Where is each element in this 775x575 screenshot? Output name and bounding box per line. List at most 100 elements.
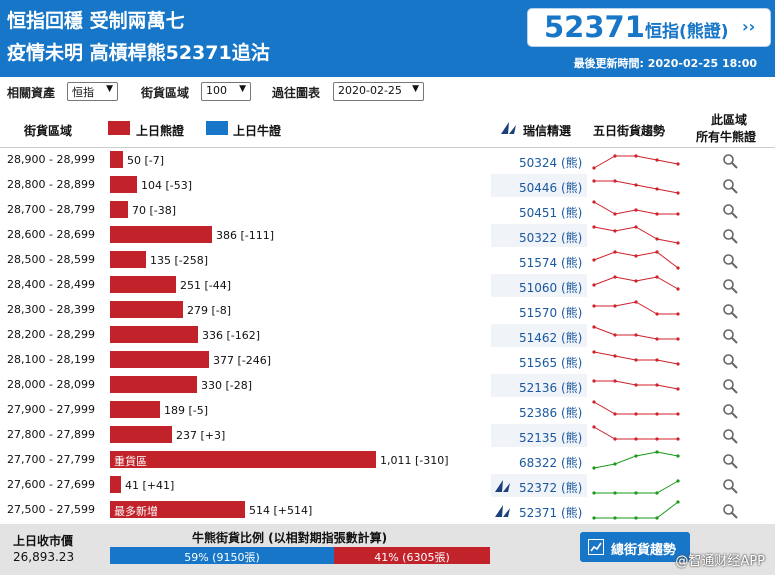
table-row: 27,500 - 27,599 最多新增 514 [+514] 52371 (熊) <box>0 498 775 523</box>
warrant-pick-link[interactable]: 50446 (熊) <box>491 174 587 197</box>
trend-line <box>594 180 679 194</box>
range-label: 28,400 - 28,499 <box>7 278 95 291</box>
trend-point <box>592 166 596 170</box>
trend-point <box>613 412 617 416</box>
bar-value-label: 377 [-246] <box>213 354 272 367</box>
five-day-trend-sparkline <box>592 250 680 270</box>
magnifier-icon[interactable] <box>722 278 738 294</box>
trend-point <box>676 191 680 195</box>
magnifier-icon[interactable] <box>722 503 738 519</box>
past-date-select[interactable]: 2020-02-25 ▼ <box>333 82 424 101</box>
col-all-2: 所有牛熊證 <box>696 130 757 144</box>
trend-point <box>676 437 680 441</box>
magnifier-icon[interactable] <box>722 303 738 319</box>
trend-point <box>634 300 638 304</box>
trend-point <box>655 412 659 416</box>
trend-point <box>592 350 596 354</box>
warrant-code: 52136 (熊) <box>519 381 583 395</box>
five-day-trend-sparkline <box>592 179 680 195</box>
trend-line <box>593 401 678 415</box>
asset-select[interactable]: 恒指 ▼ <box>67 82 118 101</box>
table-row: 28,100 - 28,199 377 [-246] 51565 (熊) <box>0 348 775 373</box>
trend-point <box>592 304 596 308</box>
magnifier-icon[interactable] <box>722 253 738 269</box>
magnifier-icon[interactable] <box>722 178 738 194</box>
trend-point <box>676 412 680 416</box>
warrant-code: 50446 (熊) <box>519 181 583 195</box>
warrant-code-link[interactable]: 52371 恒指(熊證) ›› <box>527 8 771 47</box>
magnifier-icon[interactable] <box>722 353 738 369</box>
trend-point <box>676 479 680 483</box>
magnifier-icon[interactable] <box>722 378 738 394</box>
warrant-pick-link[interactable]: 50322 (熊) <box>491 224 587 247</box>
range-label: 27,800 - 27,899 <box>7 428 95 441</box>
bull-legend-swatch <box>206 121 228 135</box>
magnifier-icon[interactable] <box>722 328 738 344</box>
trend-line <box>593 251 679 269</box>
range-label: 27,600 - 27,699 <box>7 478 95 491</box>
bear-bar <box>110 226 212 243</box>
magnifier-icon[interactable] <box>722 403 738 419</box>
warrant-pick-link[interactable]: 50324 (熊) <box>491 149 587 172</box>
range-label: 27,900 - 27,999 <box>7 403 95 416</box>
credit-suisse-sails-icon <box>501 122 516 134</box>
trend-point <box>655 358 659 362</box>
bear-bar <box>110 301 183 318</box>
warrant-pick-link[interactable]: 52386 (熊) <box>491 399 587 422</box>
trend-point <box>676 362 680 366</box>
footer-bar: 上日收市價 26,893.23 牛熊街貨比例 (以相對期指張數計算) 59% (… <box>0 524 775 575</box>
warrant-pick-link[interactable]: 52372 (熊) <box>491 474 587 497</box>
table-row: 28,600 - 28,699 386 [-111] 50322 (熊) <box>0 223 775 248</box>
magnifier-icon[interactable] <box>722 203 738 219</box>
bear-bar <box>110 326 198 343</box>
bear-ratio-segment: 41% (6305張) <box>334 547 490 564</box>
total-trend-label: 總街貨趨勢 <box>611 543 677 558</box>
trend-point <box>613 275 617 279</box>
zone-select[interactable]: 100 ▼ <box>201 82 251 101</box>
trend-line <box>593 276 679 290</box>
bear-bar <box>110 401 160 418</box>
warrant-code: 51462 (熊) <box>519 331 583 345</box>
warrant-pick-link[interactable]: 51060 (熊) <box>491 274 587 297</box>
watermark: @智通财经APP <box>675 554 765 569</box>
bear-bar <box>110 251 146 268</box>
bar-value-label: 237 [+3] <box>176 429 226 442</box>
trend-point <box>655 437 659 441</box>
five-day-trend-sparkline <box>592 154 680 170</box>
magnifier-icon[interactable] <box>722 478 738 494</box>
double-chevron-right-icon: ›› <box>742 17 756 36</box>
trend-point <box>613 491 617 495</box>
trend-point <box>592 466 596 470</box>
warrant-pick-link[interactable]: 50451 (熊) <box>491 199 587 222</box>
asset-select-value: 恒指 <box>72 86 94 99</box>
warrant-pick-link[interactable]: 52136 (熊) <box>491 374 587 397</box>
trend-point <box>613 212 617 216</box>
warrant-pick-link[interactable]: 51574 (熊) <box>491 249 587 272</box>
magnifier-icon[interactable] <box>722 428 738 444</box>
trend-point <box>634 225 638 229</box>
range-label: 27,500 - 27,599 <box>7 503 95 516</box>
warrant-pick-link[interactable]: 51462 (熊) <box>491 324 587 347</box>
trend-point <box>613 437 617 441</box>
five-day-trend-sparkline <box>592 400 680 416</box>
bar-value-label: 70 [-38] <box>132 204 177 217</box>
magnifier-icon[interactable] <box>722 153 738 169</box>
total-trend-button[interactable]: 總街貨趨勢 <box>580 532 690 562</box>
trend-point <box>613 462 617 466</box>
ratio-title: 牛熊街貨比例 (以相對期指張數計算) <box>192 531 388 545</box>
table-row: 27,600 - 27,699 41 [+41] 52372 (熊) <box>0 473 775 498</box>
bar-value-label: 336 [-162] <box>202 329 261 342</box>
warrant-pick-link[interactable]: 52371 (熊) <box>491 499 587 522</box>
warrant-pick-link[interactable]: 51565 (熊) <box>491 349 587 372</box>
credit-suisse-sails-icon <box>495 505 510 517</box>
warrant-code: 50322 (熊) <box>519 231 583 245</box>
magnifier-icon[interactable] <box>722 228 738 244</box>
trend-point <box>613 179 617 183</box>
warrant-pick-link[interactable]: 51570 (熊) <box>491 299 587 322</box>
magnifier-icon[interactable] <box>722 453 738 469</box>
trend-point <box>634 333 638 337</box>
table-row: 27,700 - 27,799 重貨區 1,011 [-310] 68322 (熊) <box>0 448 775 473</box>
warrant-pick-link[interactable]: 68322 (熊) <box>491 449 587 472</box>
trend-point <box>655 250 659 254</box>
warrant-pick-link[interactable]: 52135 (熊) <box>491 424 587 447</box>
